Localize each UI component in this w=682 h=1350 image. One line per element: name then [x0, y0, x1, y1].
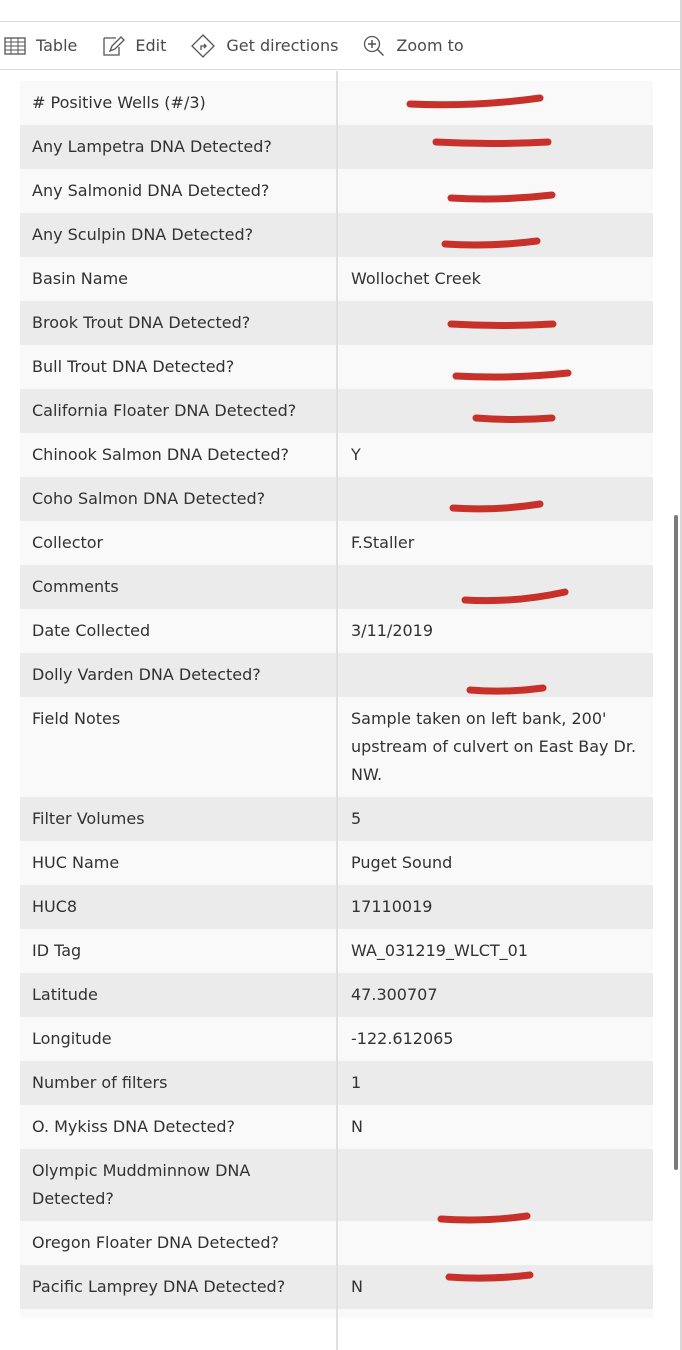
field-label: Coho Salmon DNA Detected?: [32, 489, 266, 508]
edit-label: Edit: [135, 36, 167, 55]
field-value: 1: [351, 1073, 362, 1092]
field-label: HUC8: [32, 897, 78, 916]
field-value: [338, 389, 653, 433]
field-label: Basin Name: [32, 269, 128, 288]
field-label: Latitude: [32, 985, 98, 1004]
field-label: ID Tag: [32, 941, 82, 960]
field-value: 5: [351, 809, 362, 828]
field-label: Comments: [32, 577, 119, 596]
field-label: Any Sculpin DNA Detected?: [32, 225, 254, 244]
get-directions-button[interactable]: Get directions: [190, 33, 338, 59]
field-label: California Floater DNA Detected?: [32, 401, 297, 420]
field-value: Y: [351, 445, 361, 464]
field-value: 17110019: [351, 897, 433, 916]
scrollbar[interactable]: [674, 515, 678, 1170]
field-label: Dolly Varden DNA Detected?: [32, 665, 261, 684]
get-directions-label: Get directions: [226, 36, 339, 55]
top-bar: [0, 0, 682, 22]
toolbar: Table Edit Get directions Zoom to: [0, 22, 680, 70]
field-value: WA_031219_WLCT_01: [351, 941, 529, 960]
field-label: Bull Trout DNA Detected?: [32, 357, 235, 376]
field-value: 47.300707: [351, 985, 438, 1004]
column-divider: [336, 71, 338, 1350]
table-button[interactable]: Table: [4, 36, 77, 56]
field-label: Olympic Muddminnow DNA Detected?: [32, 1161, 251, 1208]
field-label: Filter Volumes: [32, 809, 145, 828]
zoom-to-label: Zoom to: [396, 36, 464, 55]
field-value: [338, 565, 653, 609]
zoom-to-button[interactable]: Zoom to: [362, 34, 464, 58]
field-value: [338, 81, 653, 125]
field-label: Collector: [32, 533, 104, 552]
field-value: [338, 1309, 653, 1325]
table-icon: [4, 36, 26, 55]
field-label: # Positive Wells (#/3): [32, 93, 206, 112]
field-label: HUC Name: [32, 853, 120, 872]
field-value: [338, 345, 653, 389]
field-label: Date Collected: [32, 621, 151, 640]
field-label: Field Notes: [32, 709, 121, 728]
field-value: [338, 653, 653, 697]
directions-icon: [191, 33, 216, 58]
field-label: Any Salmonid DNA Detected?: [32, 181, 270, 200]
field-value: [338, 169, 653, 213]
field-value: F.Staller: [351, 533, 415, 552]
table-label: Table: [36, 36, 78, 55]
edit-button[interactable]: Edit: [101, 34, 166, 58]
field-label: Oregon Floater DNA Detected?: [32, 1233, 280, 1252]
field-label: [20, 1309, 336, 1325]
field-label: Pacific Lamprey DNA Detected?: [32, 1277, 286, 1296]
field-label: Any Lampetra DNA Detected?: [32, 137, 272, 156]
field-value: N: [351, 1277, 363, 1296]
field-value: [338, 213, 653, 257]
field-label: Number of filters: [32, 1073, 168, 1092]
field-value: 3/11/2019: [351, 621, 434, 640]
field-label: O. Mykiss DNA Detected?: [32, 1117, 236, 1136]
field-label: Chinook Salmon DNA Detected?: [32, 445, 289, 464]
edit-icon: [103, 35, 126, 56]
field-value: N: [351, 1117, 363, 1136]
field-value: [338, 301, 653, 345]
field-value: [338, 1149, 653, 1221]
field-value: -122.612065: [351, 1029, 454, 1048]
field-label: Brook Trout DNA Detected?: [32, 313, 251, 332]
field-value: [338, 125, 653, 169]
field-value: [338, 1221, 653, 1265]
field-value: Puget Sound: [351, 853, 453, 872]
panel-border: [680, 0, 682, 1350]
field-label: Longitude: [32, 1029, 112, 1048]
field-value: Wollochet Creek: [351, 269, 481, 288]
zoom-in-icon: [364, 35, 385, 56]
field-value: Sample taken on left bank, 200' upstream…: [351, 709, 637, 784]
field-value: [338, 477, 653, 521]
